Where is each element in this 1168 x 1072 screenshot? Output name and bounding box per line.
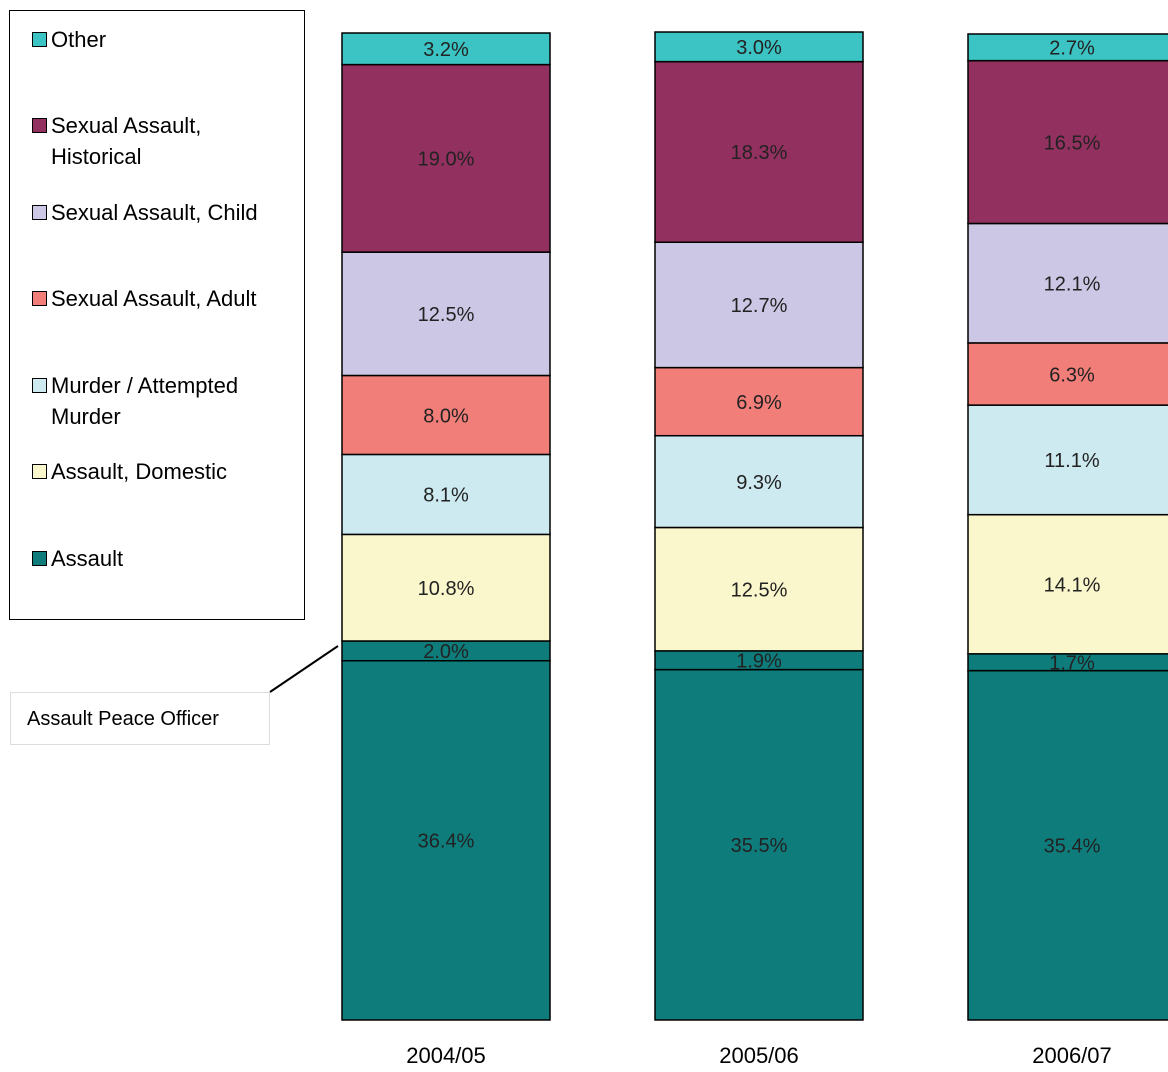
bar-segment (654, 60, 864, 243)
value-label: 12.1% (1044, 273, 1101, 295)
value-label: 36.4% (418, 831, 475, 853)
value-label: 18.3% (731, 142, 788, 164)
legend-label: Assault, Domestic (51, 459, 228, 484)
value-label: 8.1% (423, 485, 469, 507)
bar-segment (654, 31, 864, 63)
legend-swatch (32, 550, 47, 566)
legend-label: Sexual Assault, Historical (51, 113, 202, 169)
legend-entry: Sexual Assault, Historical (32, 110, 282, 172)
value-label: 16.5% (1044, 132, 1101, 154)
bar-segment (341, 453, 551, 536)
x-tick-label: 2005/06 (719, 1043, 799, 1068)
legend-swatch (32, 204, 47, 220)
bar-segment (341, 251, 551, 377)
value-label: 12.7% (731, 295, 788, 317)
callout-line (269, 645, 339, 693)
value-label: 6.3% (1049, 364, 1095, 386)
legend-label: Assault (51, 545, 124, 571)
value-label: 19.0% (418, 149, 475, 171)
bar-segment (967, 513, 1168, 655)
value-label: 6.9% (736, 392, 782, 414)
value-label: 10.8% (418, 578, 475, 600)
x-tick-label: 2004/05 (406, 1043, 486, 1068)
value-label: 9.3% (736, 472, 782, 494)
value-label: 3.2% (423, 39, 469, 61)
bar-segment (654, 668, 864, 1021)
legend-swatch (32, 464, 47, 479)
bar-segment (967, 669, 1168, 1021)
bar-segment (967, 222, 1168, 344)
legend-label: Sexual Assault, Child (51, 199, 258, 225)
legend-swatch (32, 31, 47, 47)
legend: Other Sexual Assault, Historical Sexual As… (9, 10, 305, 620)
bar-segment (654, 241, 864, 369)
x-tick-label: 2006/07 (1032, 1043, 1112, 1068)
value-label: 35.4% (1044, 836, 1101, 858)
legend-entry: Assault, Domestic (32, 456, 282, 487)
value-label: 2.7% (1049, 38, 1095, 60)
value-label: 12.5% (418, 304, 475, 326)
legend-swatch (32, 377, 47, 393)
value-label: 1.7% (1049, 652, 1095, 674)
legend-swatch (32, 118, 47, 133)
bar-segment (341, 374, 551, 456)
bar-segment (341, 63, 551, 253)
legend-swatch (32, 291, 47, 306)
legend-entry: Murder / Attempted Murder (32, 370, 282, 432)
value-label: 14.1% (1044, 575, 1101, 597)
value-label: 1.9% (736, 651, 782, 673)
value-label: 8.0% (423, 405, 469, 427)
value-label: 3.0% (736, 37, 782, 59)
bar-segment (967, 59, 1168, 225)
bar-segment (654, 366, 864, 437)
bar-segment (967, 342, 1168, 406)
value-label: 11.1% (1044, 450, 1099, 472)
bar-segment (341, 533, 551, 642)
bar-segment (654, 526, 864, 652)
legend-label: Other (51, 26, 107, 52)
bar-segment (341, 659, 551, 1021)
bar-segment (967, 33, 1168, 62)
legend-label: Murder / Attempted Murder (51, 372, 239, 429)
value-label: 35.5% (731, 835, 788, 857)
legend-entry: Sexual Assault, Child (32, 197, 282, 228)
legend-entry: Assault (32, 543, 282, 574)
legend-entry: Sexual Assault, Adult (32, 283, 282, 314)
legend-label: Sexual Assault, Adult (51, 286, 257, 311)
bar-segment (341, 32, 551, 66)
value-label: 12.5% (731, 579, 788, 601)
value-label: 2.0% (423, 641, 469, 663)
callout: Assault Peace Officer (10, 692, 270, 745)
legend-entry: Other (32, 24, 282, 55)
